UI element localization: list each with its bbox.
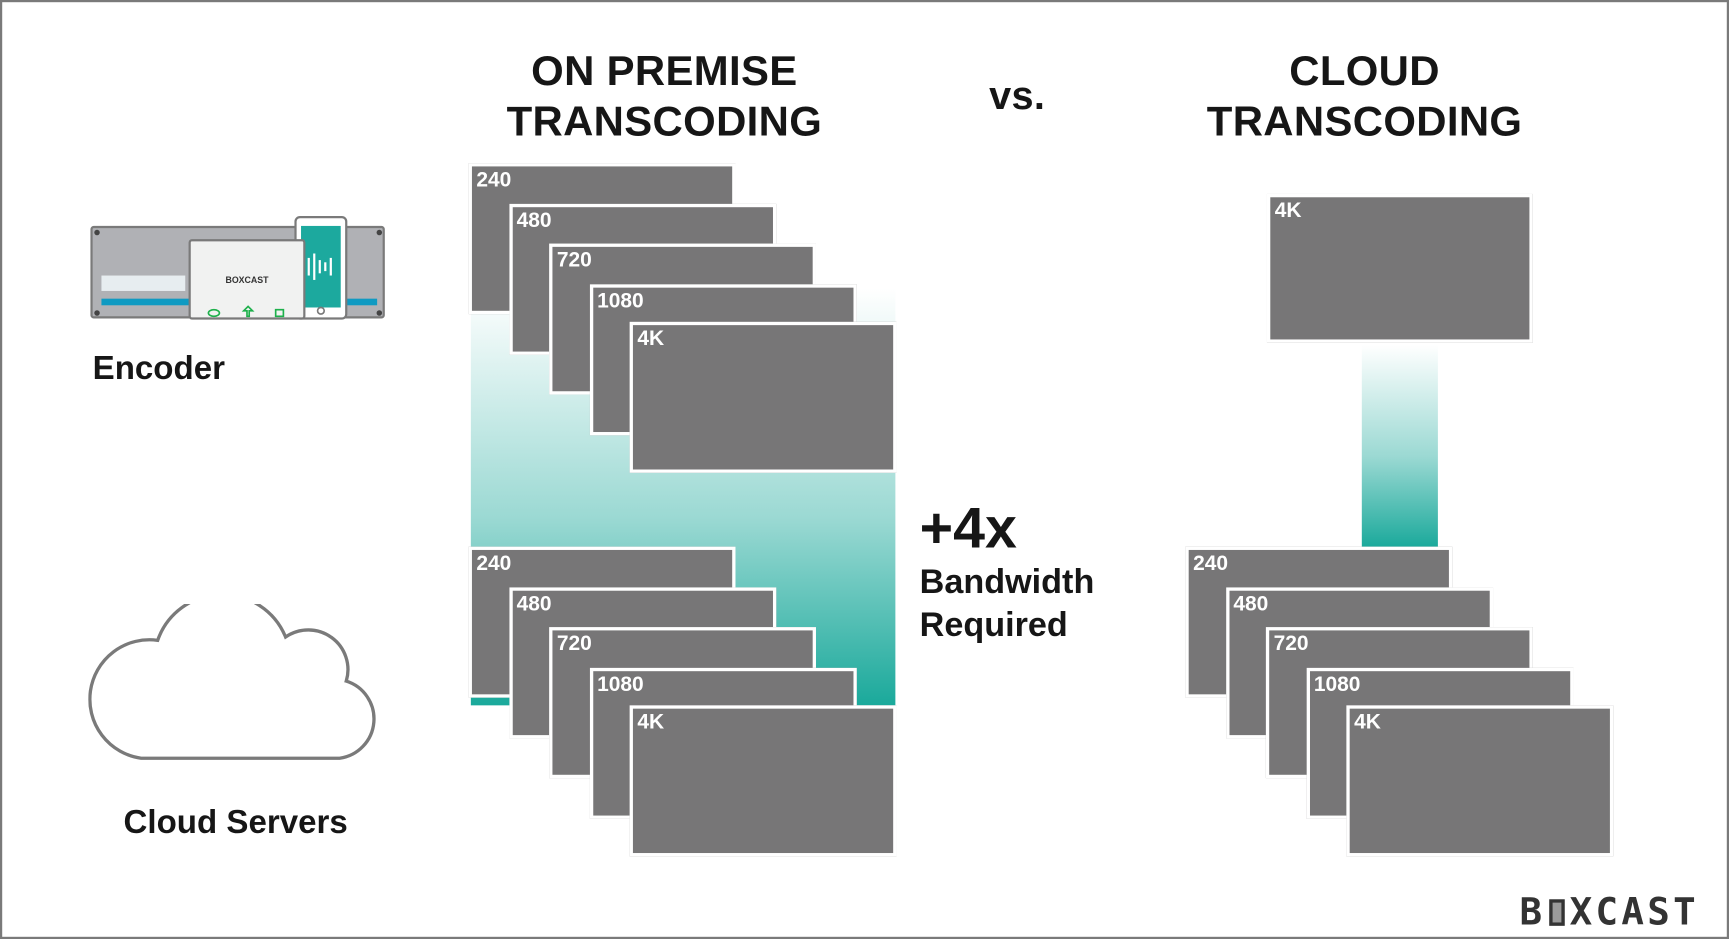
cloud-4k-source: 4K [1266,193,1533,343]
resolution-label: 720 [556,632,592,656]
bandwidth-caption: Bandwidth Required [920,560,1095,646]
cloud-icon [88,603,376,760]
title-line: TRANSCODING [506,99,823,146]
resolution-label: 240 [1193,552,1229,576]
encoder-icon: BOXCAST [90,216,385,320]
cloud-servers-label: Cloud Servers [123,804,348,841]
cloud-title: CLOUD TRANSCODING [1185,46,1543,147]
encoder-label: Encoder [92,350,225,387]
title-line: TRANSCODING [1206,99,1523,146]
boxcast-logo: B XCAST [1519,890,1700,935]
resolution-label: 4K [637,710,665,735]
bandwidth-line: Required [919,605,1068,644]
resolution-label: 4K [1274,199,1302,223]
rendition-4K: 4K [1346,705,1614,857]
resolution-label: 480 [516,592,552,616]
resolution-label: 1080 [1313,672,1361,696]
resolution-label: 480 [1233,592,1269,616]
bandwidth-line: Bandwidth [919,562,1095,601]
on-premise-title: ON PREMISE TRANSCODING [485,46,843,147]
title-line: CLOUD [1289,48,1440,95]
resolution-label: 720 [1273,632,1309,656]
rendition-4K: 4K [629,705,897,857]
vs-label: vs. [989,72,1046,118]
rendition-4K: 4K [629,321,897,473]
bandwidth-multiplier: +4x [919,497,1017,561]
resolution-label: 4K [1354,710,1381,735]
svg-text:BOXCAST: BOXCAST [225,275,269,285]
cloud-upload-gradient [1361,344,1438,548]
resolution-label: 1080 [597,672,644,696]
resolution-label: 720 [556,249,592,273]
resolution-label: 4K [637,327,665,351]
resolution-label: 240 [476,168,512,192]
resolution-label: 1080 [597,289,644,313]
title-line: ON PREMISE [531,48,798,95]
resolution-label: 240 [476,552,512,576]
resolution-label: 480 [516,208,552,232]
